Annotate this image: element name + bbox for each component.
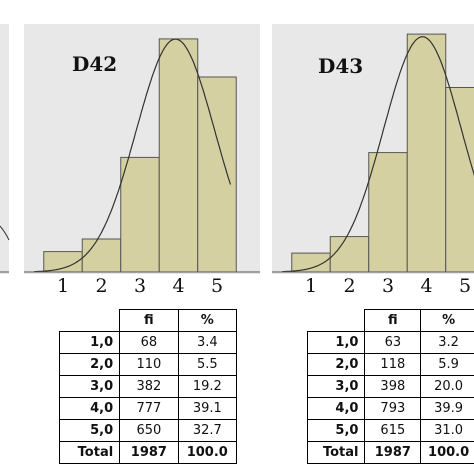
normal-curve	[282, 36, 474, 273]
frequency-cell: 118	[364, 353, 422, 376]
frequency-cell: 615	[364, 419, 422, 442]
frequency-table-d43: fi% 1,0 63 3.2 2,0 118 5.9 3,0 398 20.0 4,0 793 39.9…	[306, 309, 474, 464]
header-fi: fi	[119, 309, 179, 332]
bar-2	[81, 238, 122, 273]
table-row: 1,0 68 3.4	[58, 331, 238, 354]
class-cell: 5,0	[58, 419, 121, 442]
class-cell: 3,0	[58, 375, 121, 398]
frequency-cell: 777	[119, 397, 179, 420]
table-row: 2,0 118 5.9	[306, 353, 474, 376]
table-row: 5,0 615 31.0	[306, 419, 474, 442]
bar-3	[120, 156, 160, 273]
x-tick-label-4: 4	[172, 275, 184, 297]
panel-title: D43	[318, 54, 363, 78]
percent-cell: 32.7	[177, 419, 238, 442]
percent-cell: 39.9	[420, 397, 474, 420]
percent-cell: 31.0	[420, 419, 474, 442]
table-header-row: fi%	[59, 309, 238, 332]
frequency-cell: 398	[364, 375, 422, 398]
table-row: 5,0 650 32.7	[58, 419, 238, 442]
table-row: Total 1987 100.0	[306, 441, 474, 464]
percent-cell: 100.0	[420, 441, 474, 464]
bar-2	[329, 236, 370, 273]
table-row: 1,0 63 3.2	[306, 331, 474, 354]
x-tick-label-5: 5	[459, 275, 471, 297]
normal-curve	[34, 38, 232, 273]
table-row: 2,0 110 5.5	[58, 353, 238, 376]
panel-d43: D43 1 2 3 4 5	[272, 24, 474, 297]
class-cell: 5,0	[306, 419, 366, 442]
x-tick-label-1: 1	[57, 275, 69, 297]
partial-panel-left	[0, 24, 9, 274]
percent-cell: 19.2	[177, 375, 238, 398]
header-blank	[59, 309, 121, 332]
x-tick-label-2: 2	[95, 275, 107, 297]
table-header-row: fi%	[307, 309, 474, 332]
header-percent: %	[420, 309, 474, 332]
class-cell: 4,0	[58, 397, 121, 420]
x-tick-label-1: 1	[305, 275, 317, 297]
percent-cell: 100.0	[177, 441, 238, 464]
percent-cell: 3.4	[177, 331, 238, 354]
bar-4	[158, 38, 199, 273]
class-cell: 4,0	[306, 397, 366, 420]
x-tick-label-5: 5	[211, 275, 223, 297]
table-row: 3,0 398 20.0	[306, 375, 474, 398]
partial-curve-left	[0, 225, 10, 241]
class-cell: Total	[306, 441, 366, 464]
bar-5	[445, 87, 474, 273]
frequency-table-d42: fi% 1,0 68 3.4 2,0 110 5.5 3,0 382 19.2 4,0 777 39.1…	[58, 309, 238, 464]
frequency-cell: 63	[364, 331, 422, 354]
class-cell: 3,0	[306, 375, 366, 398]
percent-cell: 3.2	[420, 331, 474, 354]
frequency-cell: 382	[119, 375, 179, 398]
bar-3	[368, 152, 408, 273]
class-cell: 1,0	[306, 331, 366, 354]
class-cell: 1,0	[58, 331, 121, 354]
percent-cell: 5.5	[177, 353, 238, 376]
bar-5	[197, 76, 237, 273]
class-cell: 2,0	[306, 353, 366, 376]
frequency-cell: 1987	[364, 441, 422, 464]
frequency-cell: 110	[119, 353, 179, 376]
x-tick-label-3: 3	[134, 275, 146, 297]
panel-title: D42	[72, 52, 117, 76]
percent-cell: 20.0	[420, 375, 474, 398]
x-tick-label-3: 3	[382, 275, 394, 297]
frequency-cell: 1987	[119, 441, 179, 464]
table-row: 4,0 777 39.1	[58, 397, 238, 420]
class-cell: 2,0	[58, 353, 121, 376]
percent-cell: 39.1	[177, 397, 238, 420]
table-row: Total 1987 100.0	[58, 441, 238, 464]
table-row: 4,0 793 39.9	[306, 397, 474, 420]
header-percent: %	[177, 309, 238, 332]
x-tick-label-2: 2	[343, 275, 355, 297]
table-row: 3,0 382 19.2	[58, 375, 238, 398]
x-tick-label-4: 4	[420, 275, 432, 297]
frequency-cell: 68	[119, 331, 179, 354]
frequency-cell: 650	[119, 419, 179, 442]
panel-d42: D42 1 2 3 4 5	[24, 24, 260, 297]
percent-cell: 5.9	[420, 353, 474, 376]
frequency-cell: 793	[364, 397, 422, 420]
header-blank	[307, 309, 366, 332]
bar-4	[406, 33, 447, 273]
header-fi: fi	[364, 309, 422, 332]
class-cell: Total	[58, 441, 121, 464]
